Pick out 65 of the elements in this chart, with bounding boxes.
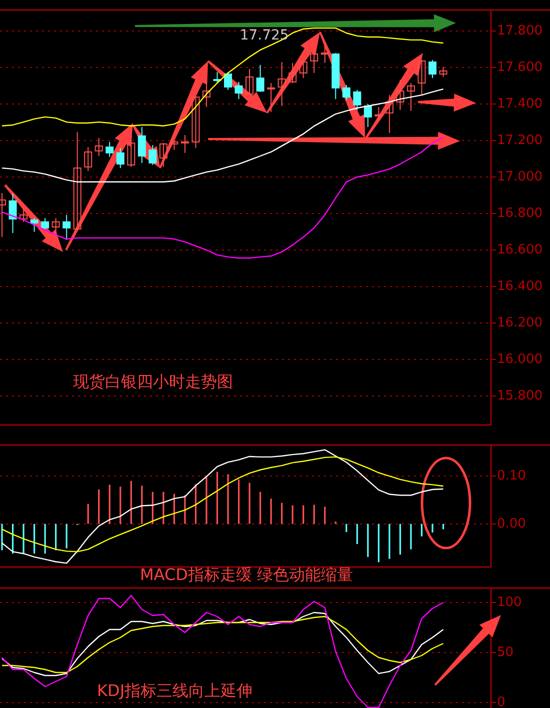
candlestick	[41, 218, 50, 230]
y-tick-label: 16.600	[497, 242, 542, 258]
y-tick-label: 15.800	[497, 388, 542, 404]
y-tick-label: 0.10	[497, 468, 526, 484]
candlestick	[138, 126, 146, 164]
y-tick-label: 16.200	[497, 315, 542, 330]
candlestick	[84, 146, 92, 172]
y-tick-label: 17.400	[497, 96, 542, 112]
candlestick	[30, 218, 38, 232]
line-series	[1, 456, 444, 552]
candlestick	[374, 106, 383, 121]
line-series	[1, 449, 444, 564]
candlestick	[62, 214, 71, 240]
candlestick	[385, 94, 394, 134]
annotation: 17.725	[240, 28, 289, 44]
annotation: KDJ指标三线向上延伸	[97, 681, 253, 700]
candlestick	[320, 44, 329, 64]
candlestick	[428, 60, 436, 79]
line-series	[1, 27, 444, 126]
candlestick	[94, 137, 103, 156]
candlestick	[439, 66, 448, 78]
candlestick	[299, 61, 308, 79]
candlestick	[353, 89, 362, 111]
y-tick-label: 16.000	[497, 352, 542, 367]
y-tick-label: 17.800	[497, 23, 542, 38]
candlestick	[20, 204, 28, 222]
candlestick	[342, 84, 350, 100]
candlestick	[310, 46, 318, 74]
candlestick	[192, 96, 200, 148]
line-series	[1, 594, 444, 708]
candlestick	[148, 144, 157, 166]
y-tick-label: 0	[497, 695, 506, 708]
candlestick	[73, 131, 82, 230]
candlestick	[159, 142, 168, 168]
candlestick	[288, 62, 297, 84]
y-tick-label: 16.400	[497, 278, 542, 294]
y-tick-label: 0.00	[497, 516, 526, 532]
candlestick	[213, 72, 222, 84]
candlestick	[106, 141, 114, 158]
candlestick	[418, 60, 426, 96]
y-tick-label: 16.800	[497, 206, 542, 221]
candlestick	[267, 82, 276, 113]
y-tick-label: 17.600	[497, 60, 542, 75]
candlestick	[246, 68, 254, 96]
annotation: MACD指标走缓 绿色动能缩量	[140, 565, 354, 584]
candlestick	[364, 103, 372, 128]
candlestick	[234, 81, 243, 100]
candlestick	[8, 193, 17, 234]
y-tick-label: 100	[497, 595, 522, 610]
annotation: 现货白银四小时走势图	[73, 372, 233, 391]
candlestick	[406, 82, 415, 112]
y-tick-label: 50	[497, 645, 514, 660]
candlestick	[202, 79, 210, 108]
candlestick	[52, 218, 60, 238]
candlestick	[116, 147, 124, 169]
y-tick-label: 17.200	[497, 132, 542, 148]
candlestick	[127, 126, 136, 168]
line-series	[1, 136, 444, 259]
candlestick	[256, 64, 264, 92]
candlestick	[180, 134, 189, 154]
candlestick	[278, 62, 286, 106]
line-series	[1, 88, 444, 183]
candlestick	[224, 72, 232, 90]
y-tick-label: 17.000	[497, 169, 542, 184]
candlestick	[396, 79, 404, 111]
